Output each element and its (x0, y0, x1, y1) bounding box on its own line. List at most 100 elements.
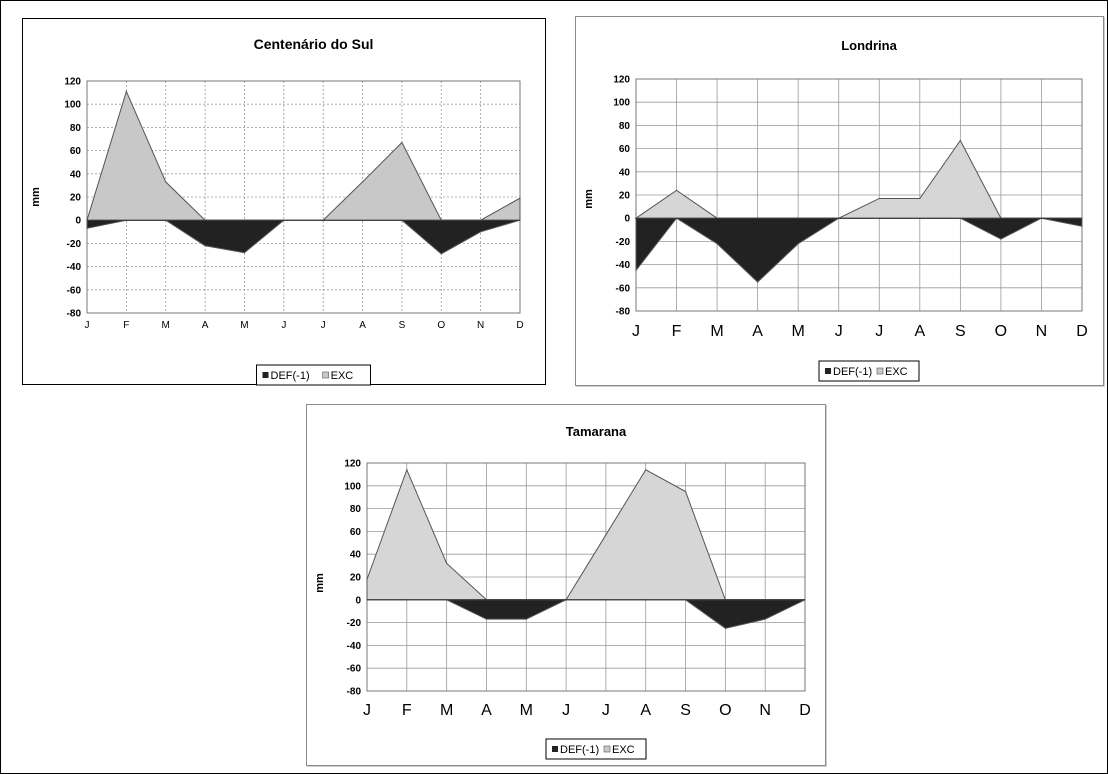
x-tick-label: J (363, 702, 371, 719)
x-tick-label: M (440, 702, 453, 719)
exc-point (519, 197, 521, 199)
x-tick-label: D (799, 702, 811, 719)
y-tick-label: 0 (355, 595, 361, 606)
y-tick-label: 80 (70, 123, 82, 134)
y-tick-label: -80 (67, 309, 82, 320)
x-tick-label: F (672, 323, 682, 340)
chart-title: Tamarana (566, 424, 627, 439)
y-tick-label: 120 (613, 75, 630, 86)
y-tick-label: -20 (347, 618, 362, 629)
legend-swatch-exc (603, 745, 611, 753)
def-point (757, 281, 759, 283)
x-tick-label: J (85, 320, 90, 331)
x-tick-label: F (123, 320, 129, 331)
x-tick-label: S (955, 323, 966, 340)
exc-point (684, 490, 687, 493)
legend-swatch-def (262, 372, 269, 378)
chart-title: Londrina (841, 38, 897, 53)
x-tick-label: A (752, 323, 763, 340)
x-tick-label: J (835, 323, 843, 340)
y-axis-label: mm (314, 573, 326, 593)
chart-title: Centenário do Sul (254, 36, 374, 52)
chart-panel-tamarana: Tamarana mm 120 100 80 60 40 20 0 -20 -40 -60 -80 J F M… (306, 404, 826, 766)
x-tick-label: M (520, 702, 533, 719)
x-tick-label: D (516, 320, 523, 331)
series-exc-area (86, 89, 521, 221)
y-tick-label: -60 (347, 664, 362, 675)
legend-label-def: DEF(-1) (271, 370, 310, 382)
legend-swatch-def (825, 368, 831, 374)
legend-label-def: DEF(-1) (560, 744, 599, 756)
x-tick-label: S (680, 702, 691, 719)
def-point (764, 618, 766, 620)
x-tick-label: J (321, 320, 326, 331)
def-point (1000, 238, 1002, 240)
y-tick-label: -20 (616, 237, 631, 248)
legend-label-def: DEF(-1) (833, 366, 872, 378)
y-tick-label: 60 (70, 146, 82, 157)
exc-point (645, 469, 647, 471)
x-tick-label: O (437, 320, 445, 331)
legend-box (818, 360, 920, 382)
exc-point (406, 469, 408, 471)
def-point (525, 618, 527, 620)
y-tick-label: 120 (344, 459, 361, 470)
def-point (1081, 225, 1083, 227)
y-tick-label: 80 (619, 121, 631, 132)
x-tick-label: J (281, 320, 286, 331)
y-tick-label: 60 (619, 144, 631, 155)
def-point (243, 252, 246, 254)
exc-point (401, 141, 403, 144)
chart-centenario-svg: Centenário do Sul mm 120 100 80 60 40 20 0 -20 -40… (30, 36, 524, 386)
x-tick-label: M (792, 323, 805, 340)
series-exc-area (366, 468, 805, 601)
y-tick-label: 20 (350, 573, 362, 584)
def-point (485, 618, 488, 620)
x-tick-label: A (640, 702, 651, 719)
plot-area-border (635, 78, 1083, 312)
y-axis-label: mm (583, 189, 595, 209)
x-tick-label: M (162, 320, 170, 331)
x-tick-label: S (399, 320, 406, 331)
exc-point (446, 562, 448, 564)
exc-point (361, 181, 364, 183)
x-tick-label: J (562, 702, 570, 719)
def-point (716, 243, 718, 245)
exc-point (366, 578, 368, 580)
def-point (440, 253, 442, 255)
x-tick-label: O (719, 702, 731, 719)
y-tick-label: 100 (613, 98, 630, 109)
y-tick-label: 40 (350, 550, 362, 561)
def-point (204, 245, 206, 247)
y-tick-label: 40 (70, 169, 82, 180)
series-exc-area (634, 139, 1082, 219)
exc-point (959, 139, 961, 142)
x-tick-label: A (481, 702, 492, 719)
x-tick-label: F (402, 702, 412, 719)
y-tick-label: 0 (75, 216, 81, 227)
y-tick-label: -80 (347, 687, 362, 698)
def-point (797, 243, 799, 245)
x-tick-label: A (914, 323, 925, 340)
chart-panel-centenario: Centenário do Sul mm 120 100 80 60 40 20 0 -20 -40… (22, 18, 546, 386)
y-tick-label: 120 (64, 77, 81, 88)
y-tick-label: -40 (616, 260, 631, 271)
y-tick-label: -40 (347, 641, 362, 652)
x-tick-label: J (602, 702, 610, 719)
legend-label-exc: EXC (612, 744, 635, 756)
chart-panel-londrina: Londrina mm 120 100 80 60 40 20 0 -20 -40 -60 -80 J F M… (575, 16, 1104, 386)
y-tick-label: 20 (70, 193, 82, 204)
exc-point (605, 534, 607, 536)
exc-point (165, 181, 167, 183)
y-tick-label: 60 (350, 527, 362, 538)
legend-swatch-exc (322, 371, 329, 379)
legend-swatch-def (552, 746, 558, 752)
y-tick-label: -80 (616, 307, 631, 318)
def-point (635, 269, 637, 271)
x-tick-label: D (1076, 323, 1088, 340)
x-tick-label: N (759, 702, 771, 719)
y-tick-label: 80 (350, 504, 362, 515)
def-point (86, 227, 88, 229)
